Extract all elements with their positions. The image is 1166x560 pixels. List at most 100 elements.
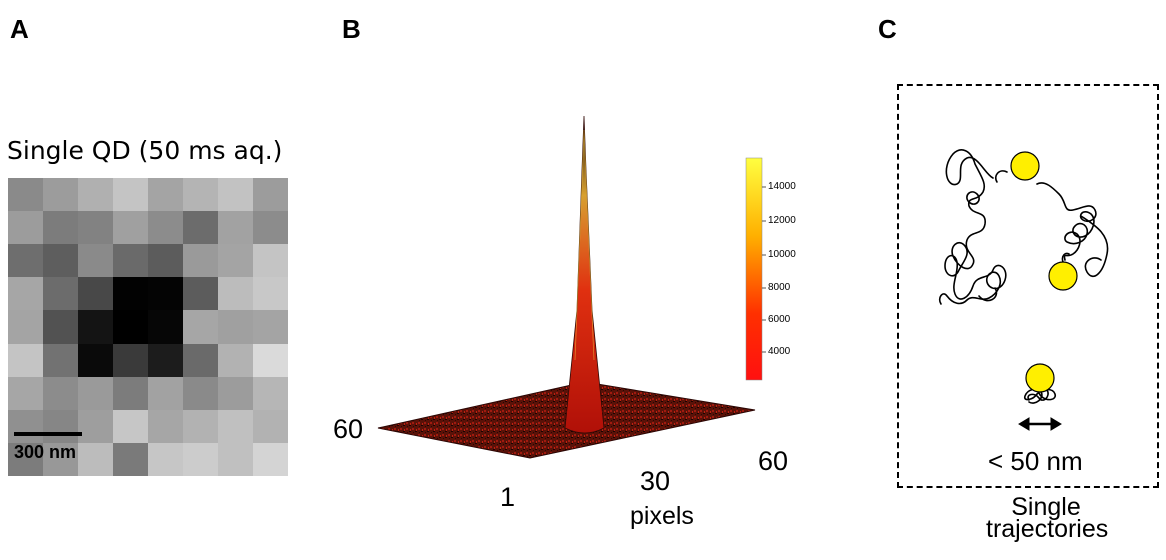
- pixel-cell: [78, 244, 113, 278]
- pixel-cell: [183, 409, 218, 443]
- qd-particle: [1048, 261, 1078, 291]
- pixel-cell: [148, 442, 183, 476]
- colorbar: [745, 157, 763, 381]
- pixel-cell: [43, 310, 78, 344]
- surface-peak: [564, 115, 605, 434]
- pixel-cell: [43, 178, 78, 212]
- panel-c-caption: Single trajectories: [986, 493, 1109, 543]
- pixel-cell: [148, 376, 183, 410]
- pixel-cell: [78, 178, 113, 212]
- trajectory-drawing: [938, 149, 1109, 431]
- distance-label: < 50 nm: [988, 446, 1083, 476]
- pixel-cell: [113, 277, 148, 311]
- pixel-cell: [78, 376, 113, 410]
- scale-bar: [14, 432, 82, 436]
- pixel-cell: [113, 211, 148, 245]
- pixel-cell: [218, 343, 253, 377]
- qd-particle: [1010, 151, 1040, 181]
- pixel-cell: [8, 376, 43, 410]
- pixel-cell: [8, 343, 43, 377]
- pixel-cell: [253, 442, 288, 476]
- pixel-cell: [43, 211, 78, 245]
- pixel-cell: [218, 178, 253, 212]
- colorbar-ticks: [762, 186, 766, 353]
- pixel-cell: [43, 409, 78, 443]
- pixel-cell: [113, 310, 148, 344]
- panel-b-letter: B: [342, 14, 361, 44]
- pixel-cell: [113, 409, 148, 443]
- pixel-cell: [183, 376, 218, 410]
- pixel-cell: [218, 442, 253, 476]
- pixel-cell: [43, 277, 78, 311]
- pixel-cell: [113, 376, 148, 410]
- pixel-cell: [218, 409, 253, 443]
- pixel-cell: [253, 211, 288, 245]
- axis-label-60-left: 60: [333, 414, 364, 444]
- pixel-cell: [43, 343, 78, 377]
- pixel-cell: [183, 442, 218, 476]
- psf-surface-plot: [377, 115, 766, 459]
- colorbar-tick-label: 8000: [768, 282, 791, 293]
- axis-label-60-right: 60: [758, 446, 789, 476]
- pixel-cell: [8, 178, 43, 212]
- pixel-cell: [218, 376, 253, 410]
- colorbar-tick-label: 6000: [768, 314, 791, 325]
- pixel-cell: [183, 211, 218, 245]
- pixel-cell: [78, 277, 113, 311]
- pixel-cell: [113, 442, 148, 476]
- trajectory-right: [1036, 182, 1097, 261]
- caption-line-1: Single: [1011, 493, 1081, 521]
- pixel-cell: [8, 409, 43, 443]
- pixel-cell: [218, 310, 253, 344]
- pixel-cell: [113, 178, 148, 212]
- pixel-cell: [113, 244, 148, 278]
- caption-line-2: trajectories: [986, 515, 1109, 543]
- axis-unit-label: pixels: [630, 502, 694, 530]
- colorbar-tick-label: 4000: [768, 346, 791, 357]
- qd-pixel-image: [8, 178, 288, 476]
- pixel-cell: [253, 178, 288, 212]
- pixel-cell: [253, 409, 288, 443]
- panel-a-letter: A: [10, 14, 29, 44]
- pixel-cell: [253, 343, 288, 377]
- colorbar-tick-label: 10000: [768, 249, 796, 260]
- pixel-cell: [8, 277, 43, 311]
- pixel-cell: [253, 376, 288, 410]
- pixel-cell: [148, 211, 183, 245]
- pixel-cell: [78, 310, 113, 344]
- pixel-cell: [8, 211, 43, 245]
- trajectory-box: [897, 84, 1159, 488]
- pixel-cell: [218, 277, 253, 311]
- pixel-cell: [253, 244, 288, 278]
- pixel-cell: [43, 244, 78, 278]
- pixel-cell: [43, 442, 78, 476]
- pixel-cell: [43, 376, 78, 410]
- colorbar-tick-label: 12000: [768, 215, 796, 226]
- pixel-cell: [8, 442, 43, 476]
- pixel-cell: [8, 310, 43, 344]
- pixel-cell: [148, 244, 183, 278]
- pixel-cell: [8, 244, 43, 278]
- pixel-cell: [148, 409, 183, 443]
- pixel-cell: [253, 310, 288, 344]
- scale-bar-label: 300 nm: [14, 442, 77, 462]
- pixel-cell: [113, 343, 148, 377]
- pixel-cell: [183, 178, 218, 212]
- pixel-cell: [148, 178, 183, 212]
- pixel-cell: [78, 442, 113, 476]
- qd-particle: [1025, 363, 1055, 393]
- pixel-cell: [253, 277, 288, 311]
- pixel-cell: [78, 211, 113, 245]
- pixel-cell: [183, 244, 218, 278]
- colorbar-tick-labels: 14000 12000 10000 8000 6000 4000: [768, 110, 828, 390]
- pixel-cell: [78, 409, 113, 443]
- panel-c-letter: C: [878, 14, 897, 44]
- pixel-cell: [148, 277, 183, 311]
- pixel-cell: [183, 277, 218, 311]
- colorbar-tick-label: 14000: [768, 181, 796, 192]
- double-arrow-icon: [1018, 417, 1062, 431]
- pixel-cell: [218, 244, 253, 278]
- trajectory-left: [938, 149, 1007, 305]
- pixel-cell: [218, 211, 253, 245]
- panel-a-title: Single QD (50 ms aq.): [7, 136, 283, 165]
